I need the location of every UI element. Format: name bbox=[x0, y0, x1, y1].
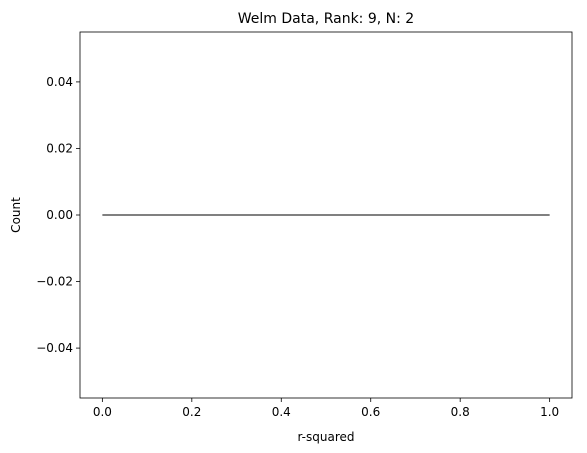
y-tick-label: 0.00 bbox=[46, 208, 73, 222]
y-tick-label: −0.02 bbox=[36, 275, 73, 289]
y-tick-label: 0.04 bbox=[46, 75, 73, 89]
y-axis: −0.04 −0.02 0.00 0.02 0.04 bbox=[36, 75, 80, 355]
x-tick-label: 1.0 bbox=[540, 405, 559, 419]
y-tick-label: 0.02 bbox=[46, 141, 73, 155]
y-tick-label: −0.04 bbox=[36, 341, 73, 355]
x-tick-label: 0.0 bbox=[93, 405, 112, 419]
x-tick-label: 0.2 bbox=[182, 405, 201, 419]
x-axis: 0.0 0.2 0.4 0.6 0.8 1.0 bbox=[93, 398, 559, 419]
x-tick-label: 0.4 bbox=[272, 405, 291, 419]
x-axis-label: r-squared bbox=[298, 430, 355, 444]
y-axis-label: Count bbox=[9, 197, 23, 233]
x-tick-label: 0.8 bbox=[451, 405, 470, 419]
chart-title: Welm Data, Rank: 9, N: 2 bbox=[238, 11, 414, 27]
x-tick-label: 0.6 bbox=[361, 405, 380, 419]
